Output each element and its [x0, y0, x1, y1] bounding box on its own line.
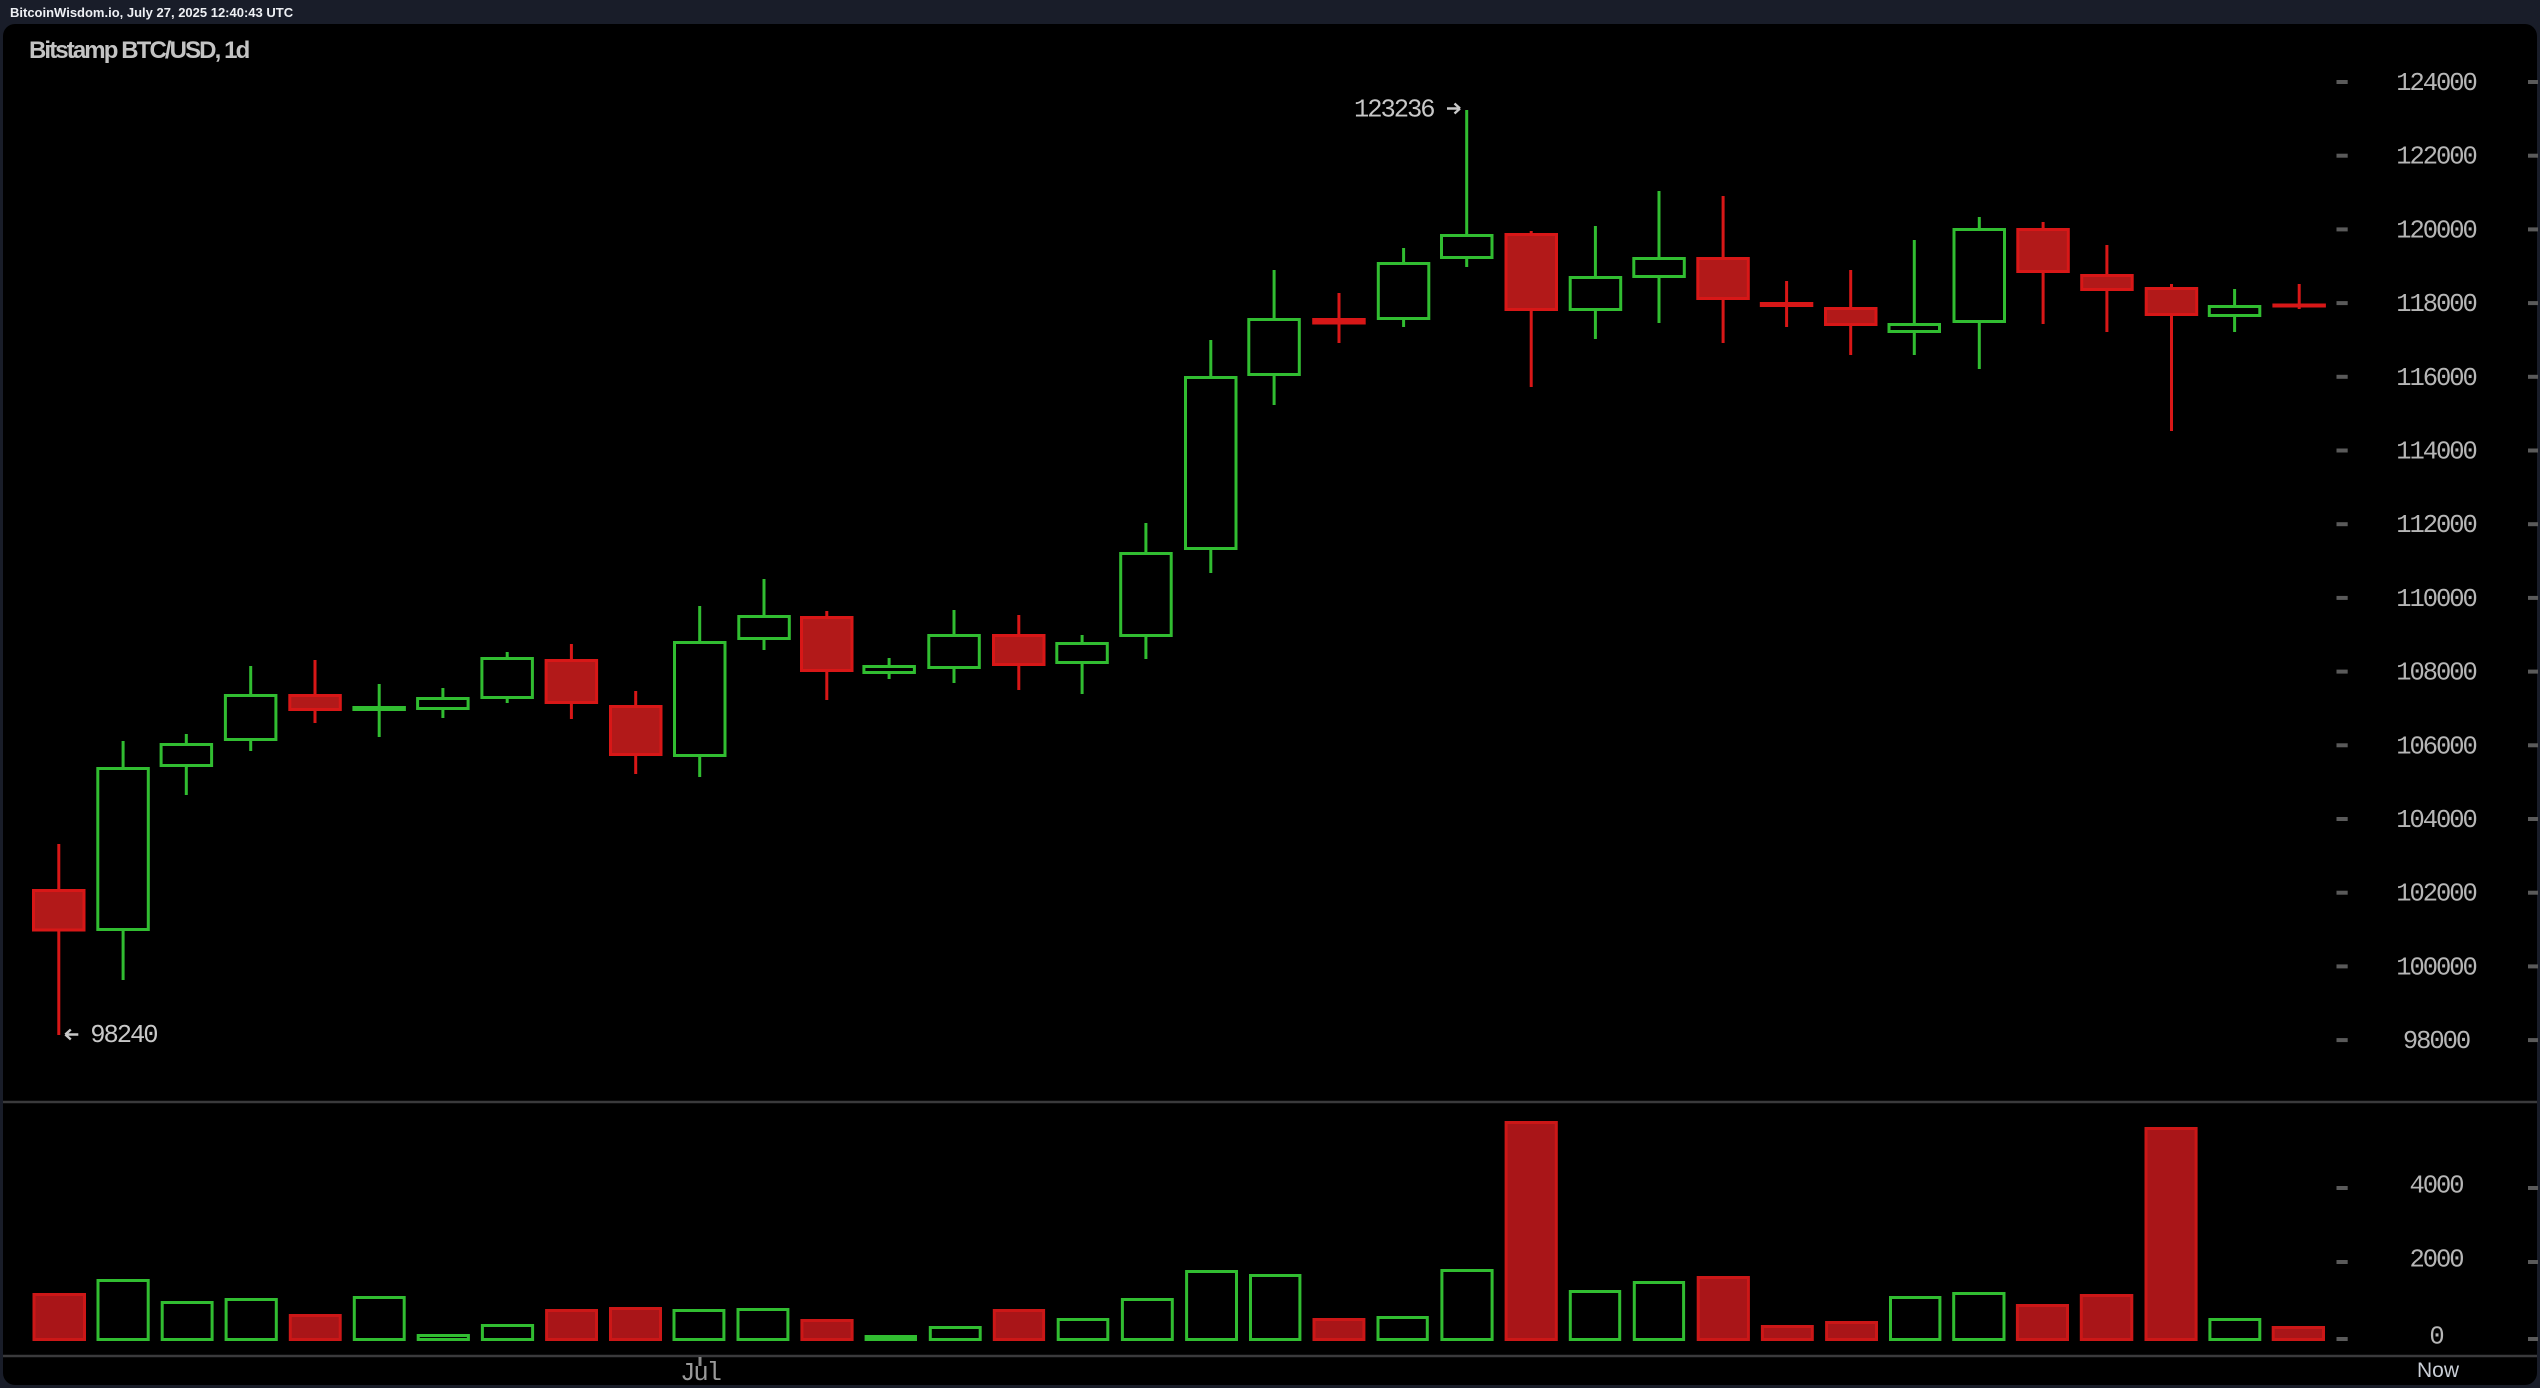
svg-text:104000: 104000	[2396, 806, 2476, 835]
svg-text:118000: 118000	[2396, 290, 2476, 319]
svg-text:2000: 2000	[2409, 1246, 2463, 1275]
svg-text:124000: 124000	[2396, 69, 2476, 98]
svg-text:108000: 108000	[2396, 659, 2476, 688]
svg-text:116000: 116000	[2396, 364, 2476, 393]
svg-text:123236: 123236	[1354, 96, 1434, 125]
svg-text:Now: Now	[2417, 1359, 2460, 1382]
svg-text:120000: 120000	[2396, 216, 2476, 245]
svg-text:114000: 114000	[2396, 438, 2476, 467]
svg-text:0: 0	[2429, 1323, 2443, 1352]
svg-text:Jul: Jul	[680, 1359, 721, 1388]
svg-text:4000: 4000	[2409, 1172, 2463, 1201]
svg-text:122000: 122000	[2396, 143, 2476, 172]
svg-text:100000: 100000	[2396, 953, 2476, 982]
svg-text:98240: 98240	[90, 1021, 157, 1050]
svg-text:106000: 106000	[2396, 732, 2476, 761]
svg-text:112000: 112000	[2396, 511, 2476, 540]
svg-text:110000: 110000	[2396, 585, 2476, 614]
svg-text:98000: 98000	[2403, 1027, 2470, 1056]
svg-text:102000: 102000	[2396, 880, 2476, 909]
